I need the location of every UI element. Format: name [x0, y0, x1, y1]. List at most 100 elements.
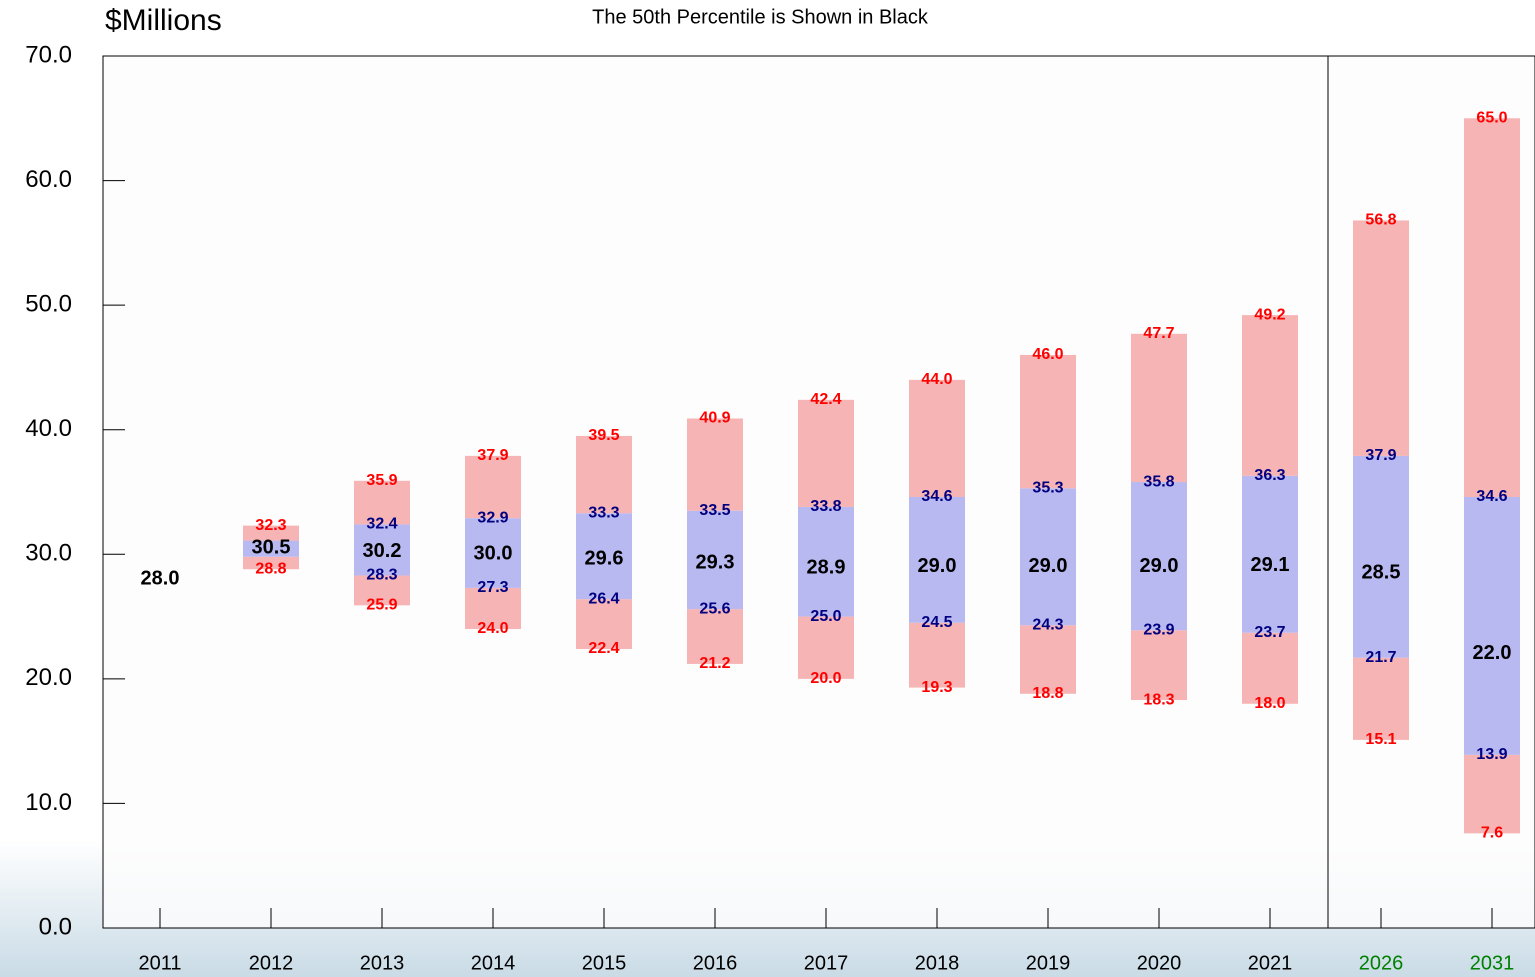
- percentile-label: 35.3: [1032, 479, 1063, 496]
- percentile-label: 18.8: [1032, 685, 1063, 702]
- median-label: 29.0: [1140, 555, 1179, 577]
- y-tick-label: 30.0: [25, 540, 72, 567]
- percentile-label: 7.6: [1481, 825, 1503, 842]
- percentile-band: [1464, 496, 1520, 755]
- median-label: 29.0: [918, 555, 957, 577]
- percentile-label: 24.3: [1032, 617, 1063, 634]
- percentile-band: [1131, 482, 1187, 631]
- percentile-label: 56.8: [1365, 212, 1396, 229]
- percentile-label: 34.6: [921, 488, 952, 505]
- x-tick-label: 2014: [471, 952, 516, 974]
- y-tick-label: 60.0: [25, 166, 72, 193]
- percentile-label: 37.9: [477, 447, 508, 464]
- percentile-label: 19.3: [921, 679, 952, 696]
- percentile-band: [1131, 630, 1187, 701]
- percentile-label: 24.0: [477, 620, 508, 637]
- percentile-band: [1353, 657, 1409, 740]
- percentile-band: [1242, 632, 1298, 704]
- percentile-band: [1020, 488, 1076, 626]
- x-tick-label: 2018: [915, 952, 960, 974]
- percentile-band: [1353, 220, 1409, 456]
- percentile-band: [687, 609, 743, 664]
- percentile-label: 15.1: [1365, 731, 1396, 748]
- percentile-label: 24.5: [921, 614, 952, 631]
- percentile-label: 32.9: [477, 509, 508, 526]
- percentile-label: 49.2: [1254, 306, 1285, 323]
- x-tick-label: 2017: [804, 952, 849, 974]
- y-tick-label: 10.0: [25, 789, 72, 816]
- percentile-label: 39.5: [588, 427, 619, 444]
- x-tick-label: 2026: [1359, 952, 1404, 974]
- percentile-label: 35.9: [366, 472, 397, 489]
- percentile-band: [909, 379, 965, 497]
- percentile-label: 28.3: [366, 567, 397, 584]
- percentile-label: 44.0: [921, 371, 952, 388]
- percentile-band: [1020, 625, 1076, 694]
- percentile-band: [576, 435, 632, 514]
- median-label: 28.5: [1362, 561, 1401, 583]
- chart-subtitle: The 50th Percentile is Shown in Black: [592, 6, 929, 28]
- percentile-label: 46.0: [1032, 346, 1063, 363]
- median-label: 22.0: [1473, 642, 1512, 664]
- percentile-band: [465, 518, 521, 588]
- percentile-band: [1353, 455, 1409, 658]
- x-tick-label: 2015: [582, 952, 627, 974]
- percentile-band: [909, 622, 965, 688]
- percentile-band: [576, 599, 632, 649]
- percentile-band: [687, 418, 743, 511]
- percentile-label: 47.7: [1143, 325, 1174, 342]
- median-label: 29.6: [585, 548, 624, 570]
- x-tick-label: 2012: [249, 952, 294, 974]
- x-tick-label: 2020: [1137, 952, 1182, 974]
- percentile-band: [1020, 354, 1076, 489]
- percentile-label: 26.4: [588, 590, 619, 607]
- percentile-label: 21.7: [1365, 649, 1396, 666]
- y-tick-label: 70.0: [25, 41, 72, 68]
- y-tick-label: 50.0: [25, 290, 72, 317]
- percentile-band: [576, 513, 632, 600]
- median-label: 28.0: [141, 567, 180, 589]
- percentile-label: 21.2: [699, 655, 730, 672]
- percentile-band: [465, 587, 521, 630]
- x-tick-label: 2019: [1026, 952, 1071, 974]
- median-label: 30.5: [252, 536, 291, 558]
- median-label: 29.1: [1251, 554, 1290, 576]
- percentile-label: 37.9: [1365, 447, 1396, 464]
- percentile-band: [354, 524, 410, 576]
- median-label: 29.3: [696, 551, 735, 573]
- percentile-label: 18.0: [1254, 695, 1285, 712]
- percentile-label: 36.3: [1254, 467, 1285, 484]
- percentile-label: 18.3: [1143, 691, 1174, 708]
- percentile-label: 22.4: [588, 640, 619, 657]
- x-tick-label: 2021: [1248, 952, 1293, 974]
- percentile-band: [687, 510, 743, 610]
- percentile-label: 23.7: [1254, 624, 1285, 641]
- y-tick-label: 20.0: [25, 664, 72, 691]
- percentile-label: 33.5: [699, 502, 730, 519]
- percentile-label: 25.0: [810, 608, 841, 625]
- percentile-band: [243, 525, 299, 541]
- percentile-label: 28.8: [255, 560, 286, 577]
- percentile-label: 35.8: [1143, 473, 1174, 490]
- percentile-label: 25.9: [366, 597, 397, 614]
- percentile-label: 32.4: [366, 516, 397, 533]
- median-label: 30.2: [363, 540, 402, 562]
- y-tick-label: 40.0: [25, 415, 72, 442]
- x-tick-label: 2031: [1470, 952, 1515, 974]
- percentile-label: 27.3: [477, 579, 508, 596]
- percentile-band: [798, 399, 854, 507]
- y-tick-label: 0.0: [39, 913, 72, 940]
- percentile-band: [1131, 333, 1187, 483]
- percentile-band: [909, 496, 965, 623]
- percentile-band: [798, 616, 854, 679]
- x-tick-label: 2016: [693, 952, 738, 974]
- percentile-band: [1464, 754, 1520, 834]
- percentile-label: 33.3: [588, 504, 619, 521]
- percentile-band: [243, 540, 299, 557]
- percentile-label: 42.4: [810, 391, 841, 408]
- percentile-band: [243, 556, 299, 570]
- median-label: 30.0: [474, 543, 513, 565]
- x-tick-label: 2013: [360, 952, 405, 974]
- median-label: 29.0: [1029, 555, 1068, 577]
- percentile-band: [1464, 118, 1520, 497]
